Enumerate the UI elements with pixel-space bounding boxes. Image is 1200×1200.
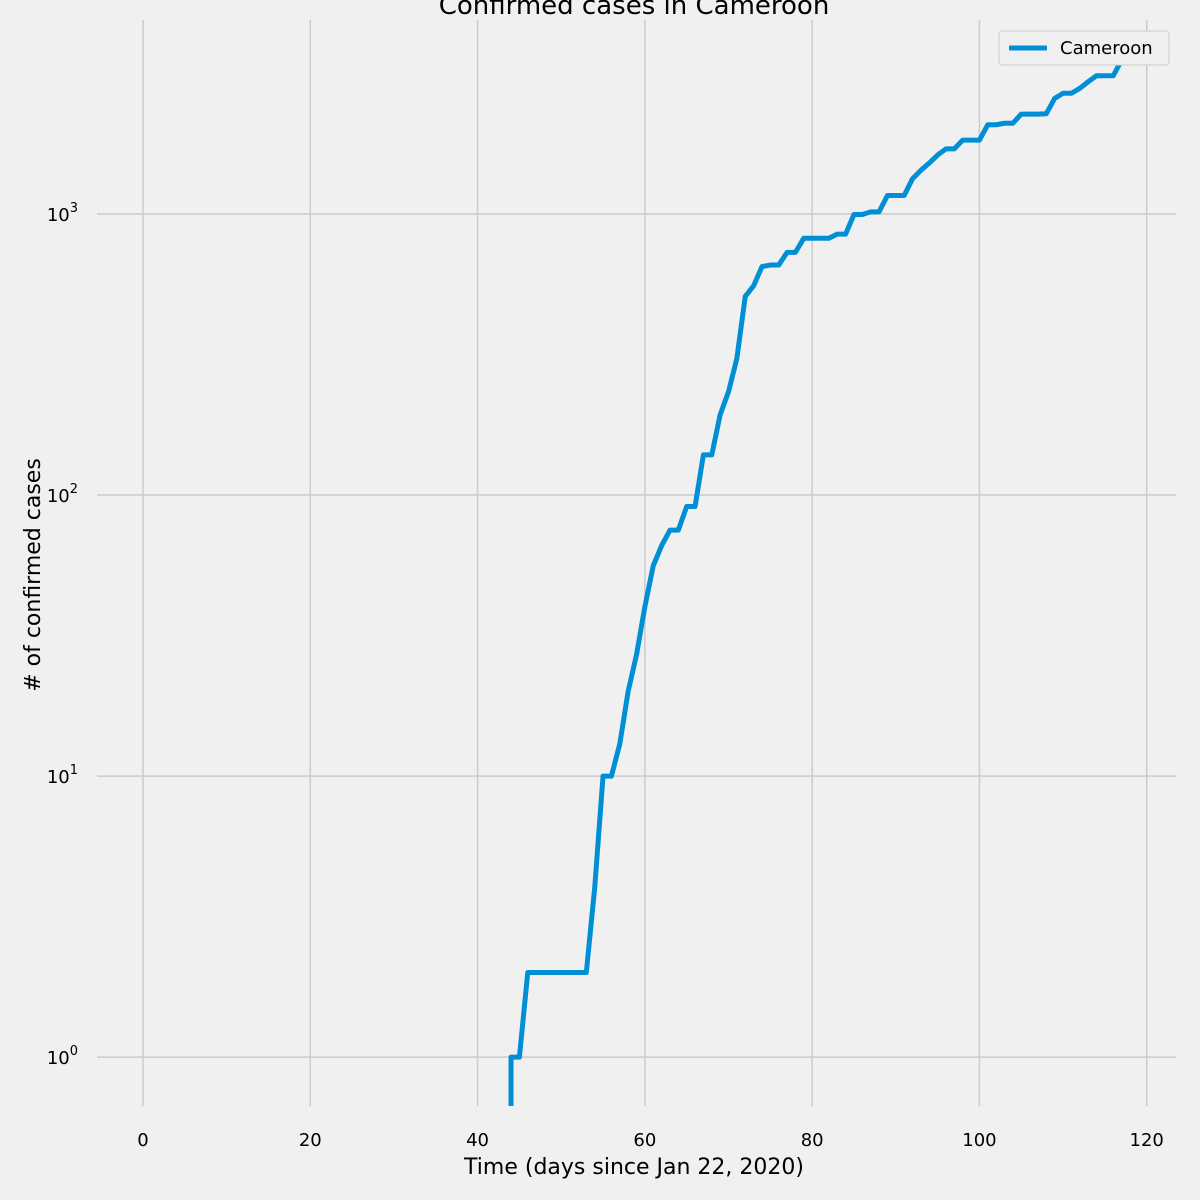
legend: Cameroon: [998, 30, 1170, 66]
y-axis-label: # of confirmed cases: [21, 458, 46, 692]
x-tick-labels: 0 20 40 60 80 100 120: [137, 1130, 1164, 1151]
legend-box: [998, 30, 1170, 66]
series-layer: [508, 57, 1130, 1106]
x-tick-label: 100: [962, 1130, 996, 1151]
series-line-cameroon: [508, 57, 1130, 1106]
x-tick-label: 40: [466, 1130, 489, 1151]
x-tick-label: 60: [633, 1130, 656, 1151]
y-tick-label: 100: [47, 1044, 78, 1069]
y-tick-label: 101: [47, 763, 78, 788]
y-tick-label: 103: [47, 201, 78, 226]
y-tick-label: 102: [47, 482, 78, 507]
x-tick-label: 0: [137, 1130, 148, 1151]
legend-label-cameroon: Cameroon: [1060, 38, 1153, 59]
chart-title: Confirmed cases in Cameroon: [439, 0, 830, 21]
x-tick-label: 120: [1130, 1130, 1164, 1151]
x-tick-label: 80: [801, 1130, 824, 1151]
x-gridlines: [142, 20, 1148, 1106]
y-tick-labels: 100 101 102 103: [47, 201, 78, 1069]
y-gridlines: [97, 213, 1176, 1058]
x-axis-label: Time (days since Jan 22, 2020): [463, 1155, 804, 1180]
x-tick-label: 20: [299, 1130, 322, 1151]
